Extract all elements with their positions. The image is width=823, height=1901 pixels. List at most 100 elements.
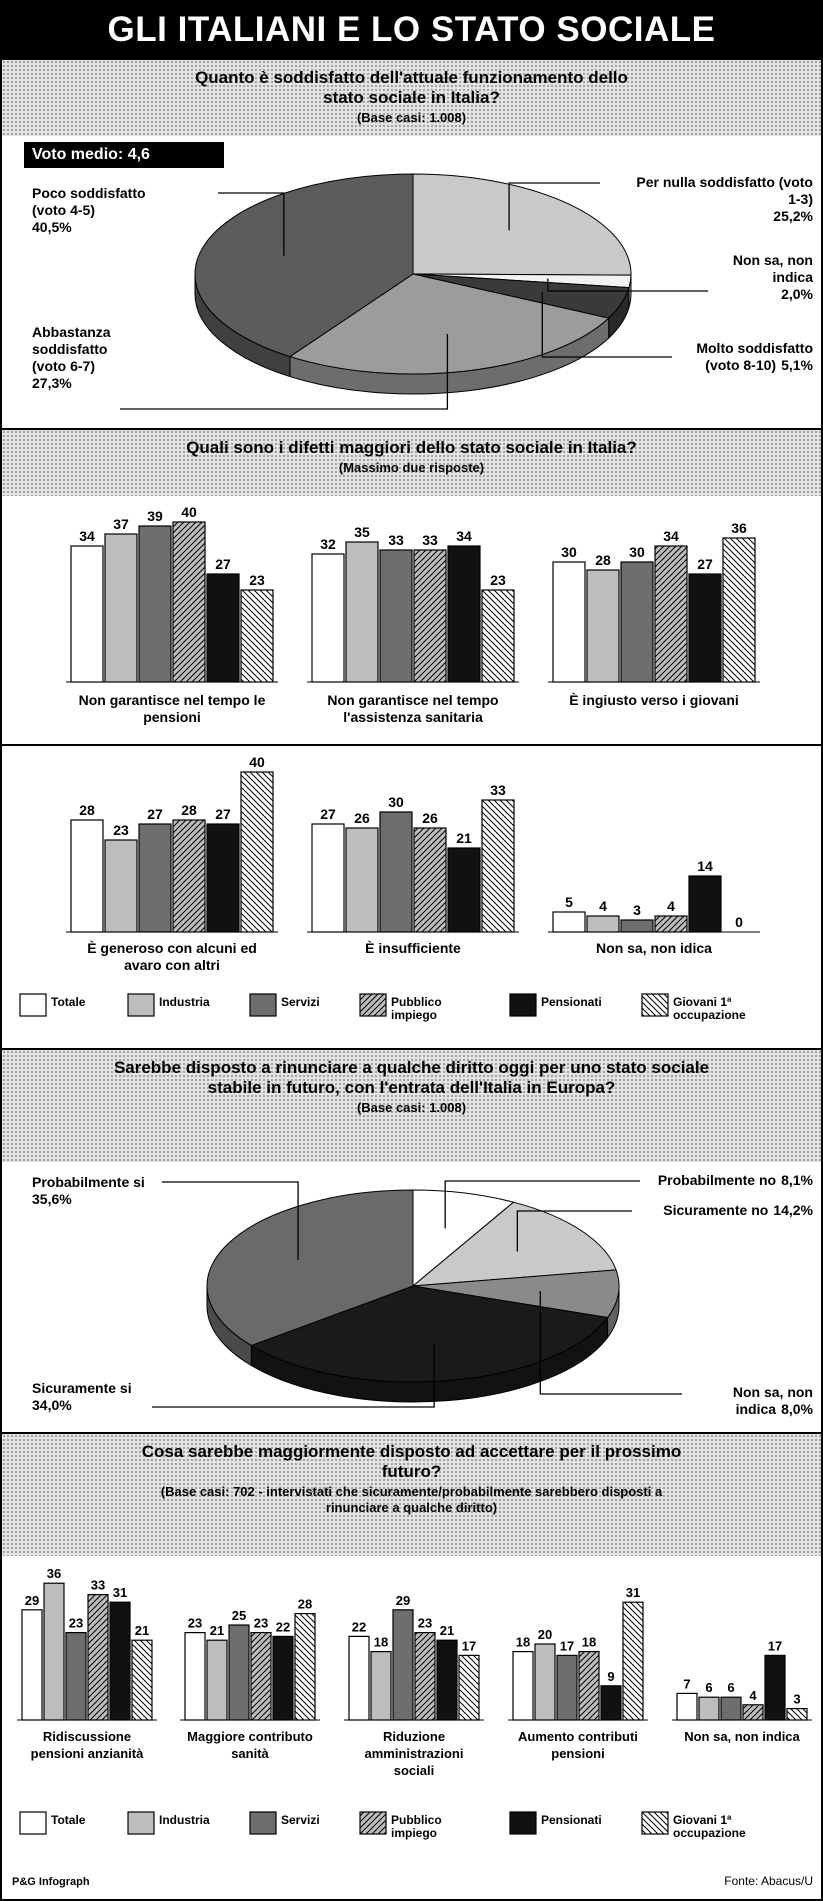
bar (481, 799, 515, 933)
value-label: 26 (354, 810, 370, 826)
chart-title: Quali sono i difetti maggiori dello stat… (186, 438, 637, 457)
value-label: 23 (254, 1616, 268, 1631)
bar (345, 541, 379, 683)
value-label: 29 (396, 1593, 410, 1608)
bar (206, 1639, 228, 1721)
value-label: 35 (354, 524, 370, 540)
value-label: 4 (749, 1688, 757, 1703)
value-label: 27 (215, 556, 231, 572)
category-label: È insufficiente (365, 940, 461, 956)
slice-label: Sicuramente no 14,2% (553, 1202, 813, 1219)
bar (722, 537, 756, 683)
legend-swatch (249, 1811, 277, 1835)
value-label: 33 (490, 782, 506, 798)
bar (413, 549, 447, 683)
bar (600, 1685, 622, 1721)
chart-title: Sarebbe disposto a rinunciare a qualche … (113, 1058, 710, 1097)
bar (654, 545, 688, 683)
pie-slice (288, 273, 610, 375)
slice-label: Probabilmente si 35,6% (32, 1174, 192, 1208)
category-label: Poco soddisfatto (voto 4-5) (32, 185, 146, 218)
value-label: 21 (456, 830, 472, 846)
bar (240, 589, 274, 683)
title-band: Quali sono i difetti maggiori dello stat… (2, 428, 821, 496)
slice-label: Probabilmente no 8,1% (553, 1172, 813, 1189)
value-label: 34,0% (32, 1397, 72, 1413)
value-label: 22 (352, 1619, 366, 1634)
slice-label: Poco soddisfatto (voto 4-5) 40,5% (32, 185, 172, 236)
value-label: 23 (69, 1616, 83, 1631)
value-label: 28 (181, 802, 197, 818)
bar (764, 1654, 786, 1721)
value-label: 36 (731, 520, 747, 536)
value-label: 18 (516, 1635, 530, 1650)
leader-line (539, 1290, 682, 1395)
legend-swatch (509, 1811, 537, 1835)
category-label: Non sa, non idica (596, 940, 712, 956)
pie-slice (250, 1285, 609, 1383)
value-label: 17 (462, 1638, 476, 1653)
value-label: 8,0% (781, 1401, 813, 1417)
value-label: 33 (91, 1578, 105, 1593)
value-label: 31 (113, 1585, 127, 1600)
category-label: Probabilmente no (657, 1172, 777, 1188)
bar (345, 827, 379, 933)
bar (481, 589, 515, 683)
value-label: 4 (599, 898, 607, 914)
value-label: 37 (113, 516, 129, 532)
value-label: 34 (79, 528, 95, 544)
bar (370, 1650, 392, 1721)
title-band: Quanto è soddisfatto dell'attuale funzio… (2, 58, 821, 136)
bar (109, 1601, 131, 1721)
value-label: 22 (276, 1619, 290, 1634)
value-label: 28 (79, 802, 95, 818)
value-label: 27 (215, 806, 231, 822)
value-label: 7 (683, 1676, 690, 1691)
legend-swatch (127, 1811, 155, 1835)
legend-label: Industria (159, 995, 210, 1009)
value-label: 25,2% (773, 208, 813, 224)
value-label: 6 (727, 1680, 734, 1695)
legend-swatch (359, 993, 387, 1017)
bar (552, 911, 586, 933)
bar (578, 1650, 600, 1721)
value-label: 34 (663, 528, 679, 544)
legend-swatch (509, 993, 537, 1017)
leader-line (541, 292, 672, 358)
bar (172, 521, 206, 683)
value-label: 39 (147, 508, 163, 524)
bar (392, 1609, 414, 1721)
legend-label: Servizi (281, 1813, 320, 1827)
chart-subtitle: (Base casi: 1.008) (356, 110, 467, 125)
value-label: 27 (697, 556, 713, 572)
legend-label: Totale (51, 995, 86, 1009)
legend-swatch (127, 993, 155, 1017)
value-label: 26 (422, 810, 438, 826)
category-label: Non sa, non indica (732, 252, 813, 285)
bar (70, 545, 104, 683)
legend-swatch (641, 1811, 669, 1835)
leader-line (547, 278, 708, 292)
bar (620, 919, 654, 933)
legend-label: Pubblico impiego (391, 1813, 442, 1840)
leader-line (516, 1210, 632, 1252)
value-label: 27 (147, 806, 163, 822)
bar (184, 1631, 206, 1721)
leader-line (508, 182, 600, 231)
value-label: 17 (768, 1638, 782, 1653)
bar (622, 1601, 644, 1721)
bar (311, 823, 345, 933)
bar (586, 915, 620, 933)
value-label: 23 (113, 822, 129, 838)
value-label: 21 (135, 1623, 149, 1638)
bar (87, 1593, 109, 1721)
title-band: Cosa sarebbe maggiormente disposto ad ac… (2, 1432, 821, 1556)
bar (447, 545, 481, 683)
value-label: 27 (320, 806, 336, 822)
legend-label: Pubblico impiego (391, 995, 442, 1022)
value-label: 3 (793, 1692, 800, 1707)
value-label: 23 (490, 572, 506, 588)
value-label: 4 (667, 898, 675, 914)
bar (311, 553, 345, 683)
